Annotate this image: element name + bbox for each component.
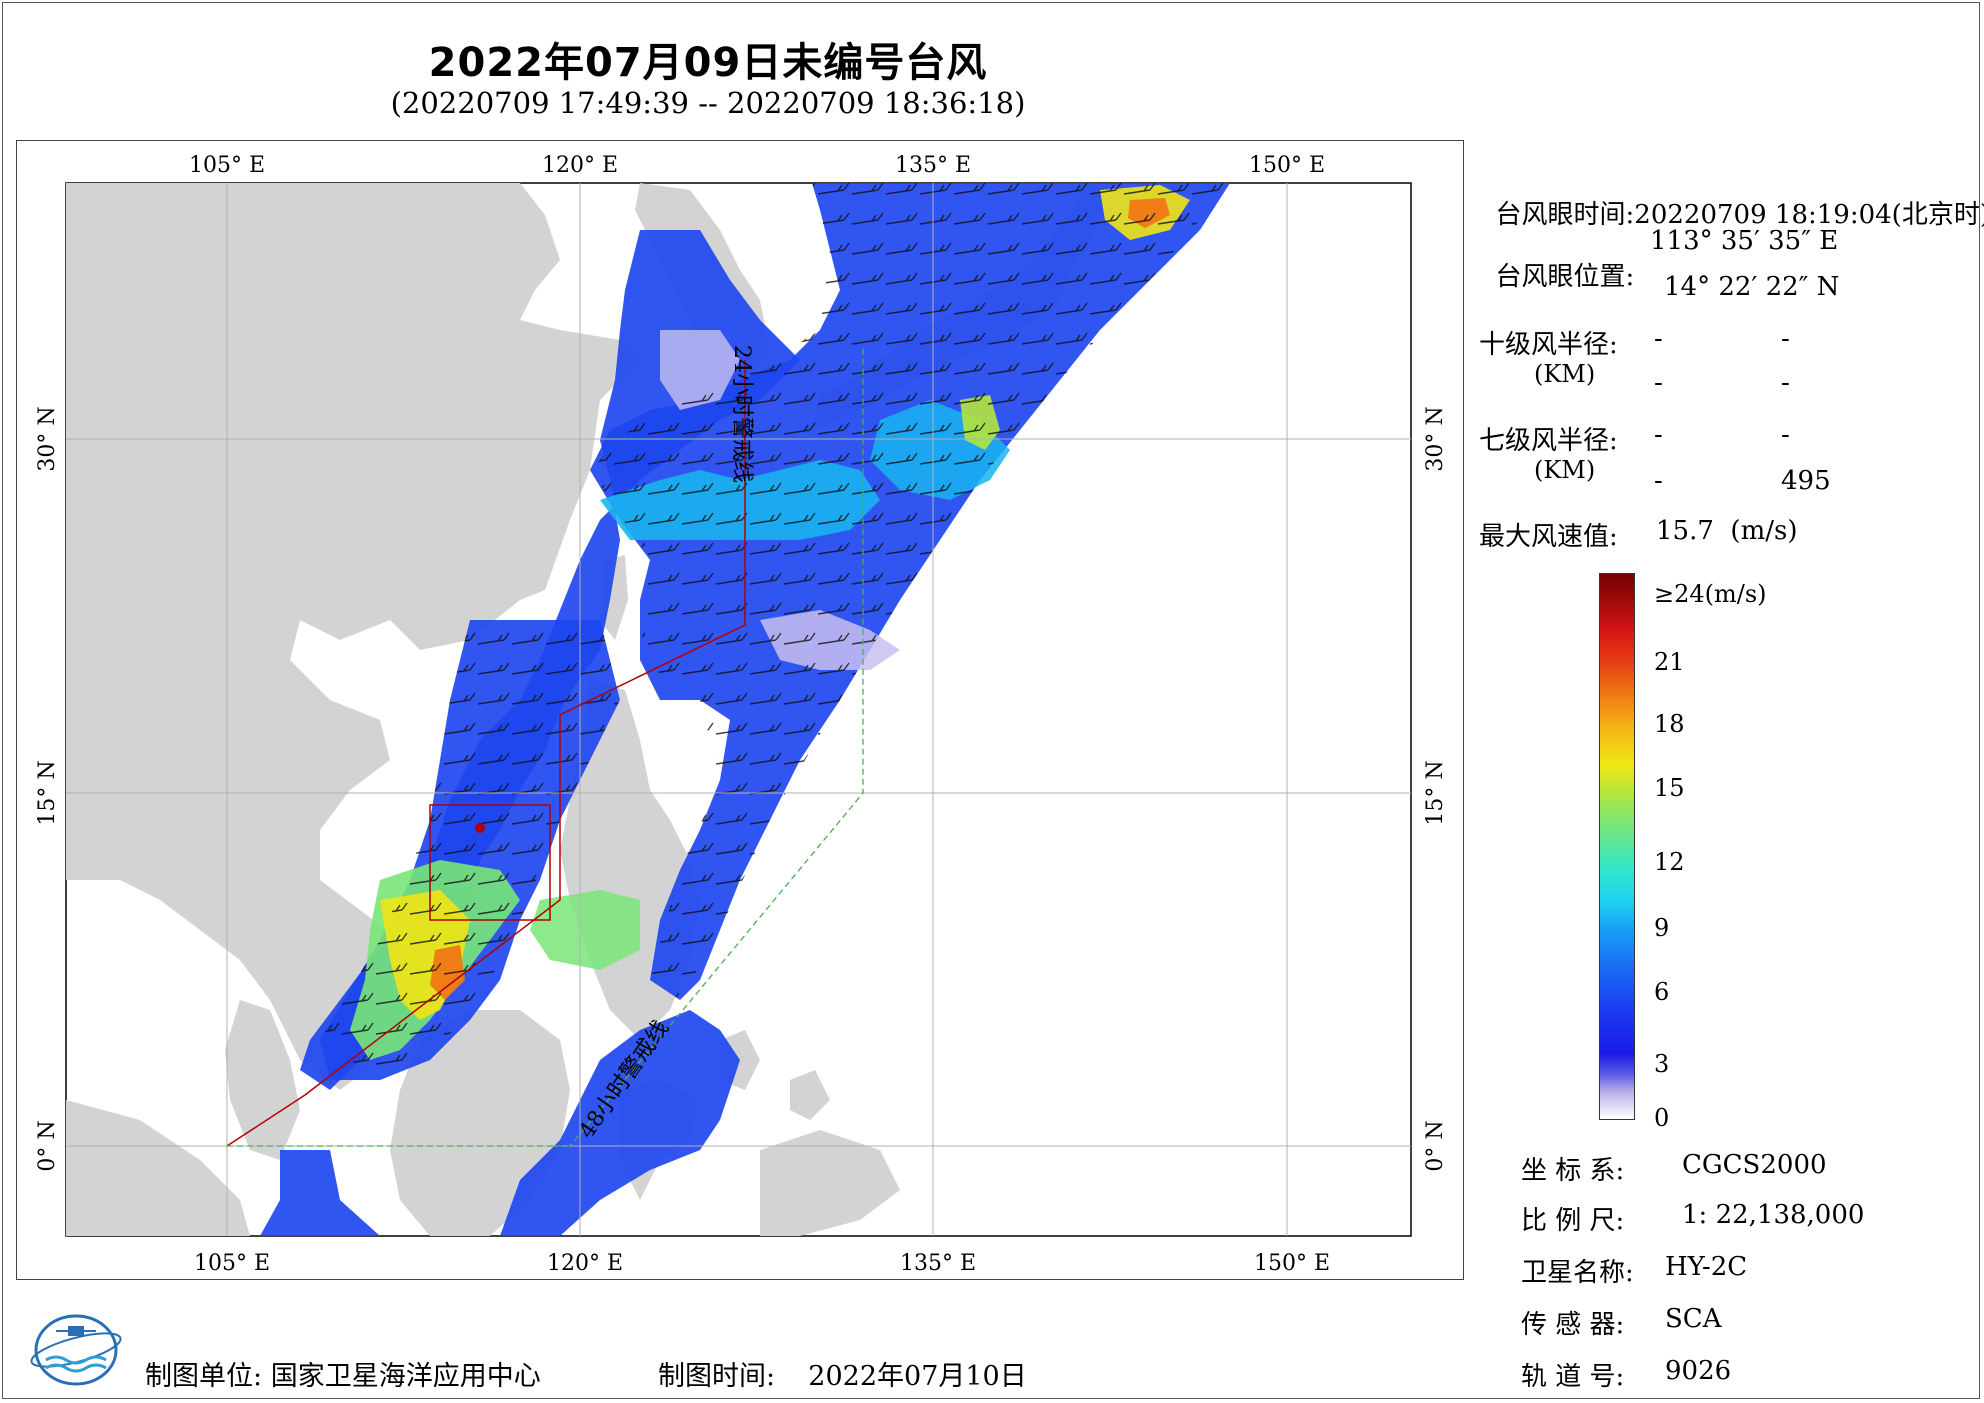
r10-val-4: - (1781, 368, 1790, 398)
wind-zone-green-mid (530, 890, 640, 970)
land-asia-mainland (66, 183, 640, 1090)
legend-tick-24: ≥24(m/s) (1654, 580, 1767, 608)
footer-time-value: 2022年07月10日 (808, 1361, 1027, 1392)
footer-time-label: 制图时间: (658, 1361, 776, 1392)
legend-tick-12: 12 (1654, 848, 1685, 876)
lat-label-left-30: 30° N (35, 406, 60, 471)
wind-barbs-west (320, 620, 620, 1080)
lat-label-right-0: 0° N (1423, 1120, 1448, 1171)
lat-label-right-15: 15° N (1423, 760, 1448, 825)
map-title: 2022年07月09日未编号台风 (428, 40, 988, 86)
lon-label-bottom-120: 120° E (547, 1251, 623, 1276)
lon-label-top-135: 135° E (895, 153, 971, 178)
lon-label-top-150: 150° E (1249, 153, 1325, 178)
warning-line-48h (227, 345, 864, 1147)
warning-label-24h: 24小时警戒线 (729, 345, 754, 483)
lon-label-top-120: 120° E (542, 153, 618, 178)
eye-time-label: 台风眼时间: (1495, 200, 1635, 230)
crs-label: 坐 标 系: (1521, 1156, 1625, 1186)
map-frame (16, 140, 1464, 1280)
wind-strip-south (260, 1150, 380, 1236)
r10-unit: (KM) (1534, 360, 1596, 388)
satellite-value: HY-2C (1665, 1252, 1748, 1282)
wind-swath-south (500, 1010, 740, 1236)
max-wind-value: 15.7 (m/s) (1656, 516, 1798, 546)
map-subtitle: (20220709 17:49:39 -- 20220709 18:36:18) (390, 86, 1026, 120)
wind-barbs (590, 183, 1230, 1000)
legend-tick-6: 6 (1654, 978, 1670, 1006)
lon-label-top-105: 105° E (189, 153, 265, 178)
r10-val-2: - (1781, 324, 1790, 354)
legend-tick-3: 3 (1654, 1050, 1670, 1078)
footer-time: 制图时间: 2022年07月10日 (658, 1354, 1027, 1393)
eye-pos-row: 台风眼位置: (1479, 226, 1635, 293)
r7-val-2: - (1781, 420, 1790, 450)
scale-value: 1: 22,138,000 (1682, 1200, 1865, 1230)
land-new-guinea (760, 1130, 900, 1236)
r7-unit: (KM) (1534, 456, 1596, 484)
eye-pos-label: 台风眼位置: (1495, 262, 1635, 292)
legend-tick-0: 0 (1654, 1104, 1670, 1132)
nsoas-logo-icon (30, 1314, 122, 1386)
r7-val-4: 495 (1781, 466, 1831, 496)
crs-value: CGCS2000 (1682, 1150, 1827, 1180)
r7-label: 七级风半径: (1479, 426, 1618, 456)
orbit-value: 9026 (1665, 1356, 1732, 1386)
legend-tick-9: 9 (1654, 914, 1670, 942)
lat-label-left-15: 15° N (35, 760, 60, 825)
r10-label: 十级风半径: (1479, 330, 1618, 360)
footer-unit: 制图单位: 国家卫星海洋应用中心 (145, 1354, 541, 1393)
legend-tick-21: 21 (1654, 648, 1685, 676)
r10-val-3: - (1654, 368, 1663, 398)
r7-val-3: - (1654, 466, 1663, 496)
lat-label-left-0: 0° N (35, 1120, 60, 1171)
lon-label-bottom-135: 135° E (900, 1251, 976, 1276)
footer-unit-value: 国家卫星海洋应用中心 (270, 1361, 541, 1392)
r7-val-1: - (1654, 420, 1663, 450)
footer-unit-label: 制图单位: (145, 1361, 263, 1392)
eye-lon: 113° 35′ 35″ E (1650, 226, 1839, 256)
orbit-label: 轨 道 号: (1521, 1362, 1625, 1392)
eye-time-row: 台风眼时间:20220709 18:19:04(北京时) (1479, 164, 1984, 231)
wind-speed-colorbar (1599, 573, 1635, 1120)
sensor-label: 传 感 器: (1521, 1310, 1625, 1340)
lat-label-right-30: 30° N (1423, 406, 1448, 471)
r10-val-1: - (1654, 324, 1663, 354)
land-malay (225, 1000, 300, 1160)
legend-tick-15: 15 (1654, 774, 1685, 802)
lon-label-bottom-150: 150° E (1254, 1251, 1330, 1276)
land-islands (720, 1030, 830, 1120)
eye-lat: 14° 22′ 22″ N (1664, 272, 1840, 302)
typhoon-eye-marker (475, 823, 485, 833)
typhoon-box (429, 804, 551, 921)
warning-line-24h (226, 360, 746, 1147)
land-sumatra (66, 1100, 250, 1236)
eye-time-value: 20220709 18:19:04(北京时) (1634, 200, 1984, 230)
lon-label-bottom-105: 105° E (194, 1251, 270, 1276)
max-wind-label: 最大风速值: (1479, 522, 1618, 552)
sensor-value: SCA (1665, 1304, 1722, 1334)
legend-tick-18: 18 (1654, 710, 1685, 738)
scale-label: 比 例 尺: (1521, 1206, 1625, 1236)
satellite-label: 卫星名称: (1521, 1258, 1634, 1288)
